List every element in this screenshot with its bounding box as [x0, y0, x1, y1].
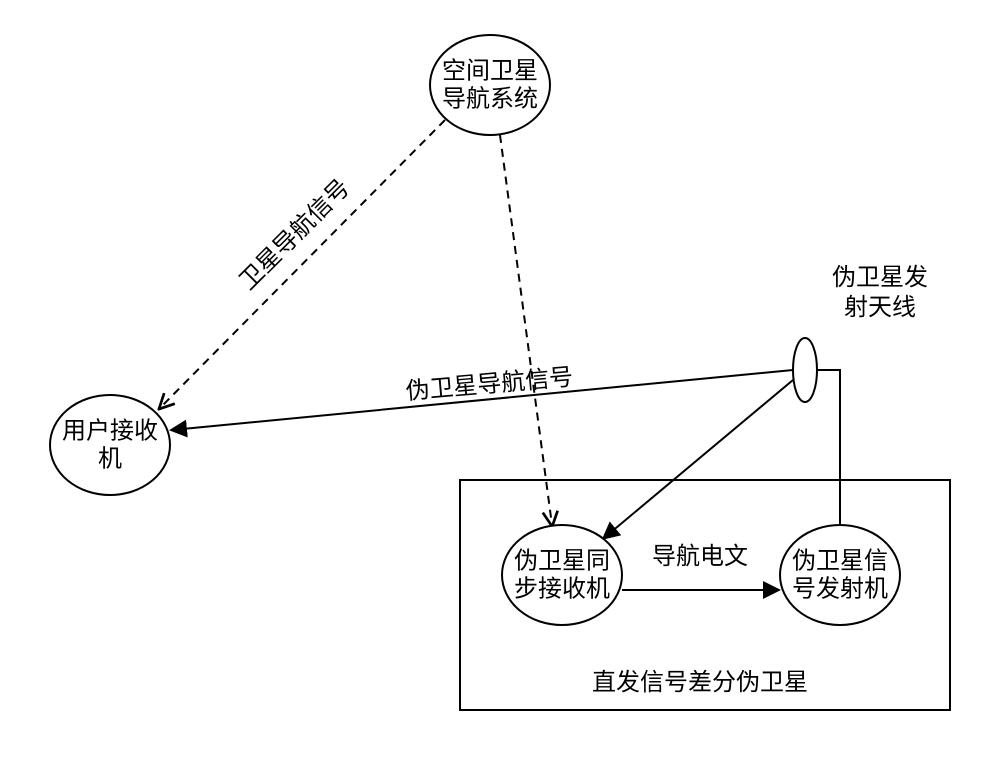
node-user: 用户接收 机 [50, 395, 170, 495]
antenna-shape [793, 338, 817, 402]
node-sync-line1: 伪卫星同 [514, 548, 610, 575]
node-tx-line2: 号发射机 [792, 576, 888, 603]
node-sat: 空间卫星 导航系统 [430, 35, 550, 135]
edge-label-sat-user: 卫星导航信号 [234, 174, 355, 295]
node-user-line1: 用户接收 [62, 418, 158, 445]
edge-sat-to-user [160, 120, 445, 408]
node-user-line2: 机 [98, 446, 122, 473]
edge-label-sync-tx: 导航电文 [652, 543, 748, 570]
group-box-label: 直发信号差分伪卫星 [592, 669, 808, 696]
edge-tx-to-antenna [817, 370, 840, 525]
node-sync: 伪卫星同 步接收机 [502, 525, 622, 625]
node-tx: 伪卫星信 号发射机 [780, 525, 900, 625]
node-sat-line2: 导航系统 [442, 86, 538, 113]
edge-antenna-to-sync [604, 380, 793, 538]
edge-sat-to-sync [500, 135, 552, 525]
antenna-label-1: 伪卫星发 [832, 264, 928, 291]
node-sat-line1: 空间卫星 [442, 58, 538, 85]
antenna-label-2: 射天线 [844, 294, 916, 321]
node-tx-line1: 伪卫星信 [792, 548, 888, 575]
node-sync-line2: 步接收机 [514, 576, 610, 603]
